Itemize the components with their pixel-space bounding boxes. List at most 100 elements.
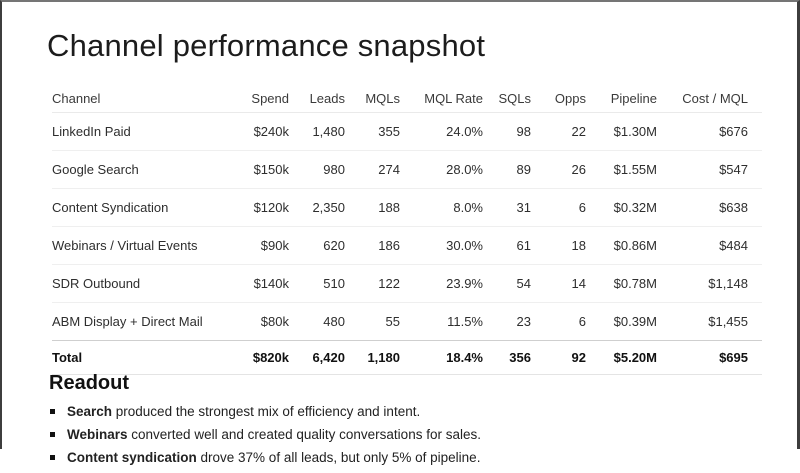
table-cell: $140k: [242, 264, 289, 303]
table-cell: 54: [483, 264, 531, 303]
column-header: Pipeline: [586, 84, 657, 113]
total-cell: Total: [52, 340, 242, 375]
column-header: Channel: [52, 84, 242, 113]
total-cell: 6,420: [289, 340, 345, 375]
column-header: MQL Rate: [400, 84, 483, 113]
table-cell: $0.32M: [586, 188, 657, 227]
bullet-square-icon: [50, 432, 55, 437]
table-cell: $484: [657, 226, 762, 265]
table-row: Google Search $150k 980 274 28.0% 89 26 $1.55M $…: [52, 150, 762, 189]
header-row: Channel Spend Leads MQLs MQL Rate SQLs Opps Pip…: [52, 84, 762, 113]
table-cell: 55: [345, 302, 400, 341]
table-cell: 24.0%: [400, 112, 483, 151]
table-header: Channel Spend Leads MQLs MQL Rate SQLs Opps Pip…: [52, 84, 762, 113]
table-cell: 186: [345, 226, 400, 265]
table-cell: Content Syndication: [52, 188, 242, 227]
table-footer: Total $820k 6,420 1,180 18.4% 356 92 $5.20M $695: [52, 340, 762, 375]
table-cell: 122: [345, 264, 400, 303]
readout-item: Webinars converted well and created qual…: [49, 427, 749, 443]
readout-heading: Readout: [49, 372, 129, 394]
table-cell: $150k: [242, 150, 289, 189]
table-row: SDR Outbound $140k 510 122 23.9% 54 14 $0.78M $1…: [52, 264, 762, 303]
readout-lead: Webinars: [67, 427, 128, 442]
table-row: LinkedIn Paid $240k 1,480 355 24.0% 98 22 $1.30…: [52, 112, 762, 151]
table-cell: 23: [483, 302, 531, 341]
readout-text: drove 37% of all leads, but only 5% of p…: [196, 450, 481, 465]
readout-list: Search produced the strongest mix of eff…: [49, 404, 749, 466]
column-header: Opps: [531, 84, 586, 113]
column-header: Spend: [242, 84, 289, 113]
table-cell: 6: [531, 188, 586, 227]
total-cell: 356: [483, 340, 531, 375]
column-header: SQLs: [483, 84, 531, 113]
total-cell: 18.4%: [400, 340, 483, 375]
table-cell: Google Search: [52, 150, 242, 189]
table-cell: 510: [289, 264, 345, 303]
table-cell: $547: [657, 150, 762, 189]
readout-text: produced the strongest mix of efficiency…: [112, 404, 421, 419]
table-cell: 14: [531, 264, 586, 303]
table-cell: 30.0%: [400, 226, 483, 265]
table-cell: 89: [483, 150, 531, 189]
table-cell: 274: [345, 150, 400, 189]
table-cell: SDR Outbound: [52, 264, 242, 303]
table-cell: $80k: [242, 302, 289, 341]
table-cell: Webinars / Virtual Events: [52, 226, 242, 265]
table-cell: $1,148: [657, 264, 762, 303]
readout-item: Search produced the strongest mix of eff…: [49, 404, 749, 420]
table-cell: ABM Display + Direct Mail: [52, 302, 242, 341]
table-cell: 188: [345, 188, 400, 227]
table-cell: $90k: [242, 226, 289, 265]
table-cell: 355: [345, 112, 400, 151]
table-row: ABM Display + Direct Mail $80k 480 55 11.5% 2…: [52, 302, 762, 341]
table-cell: 31: [483, 188, 531, 227]
readout-lead: Content syndication: [67, 450, 197, 465]
table-cell: $1,455: [657, 302, 762, 341]
column-header: MQLs: [345, 84, 400, 113]
total-cell: $5.20M: [586, 340, 657, 375]
table-cell: 28.0%: [400, 150, 483, 189]
total-cell: $820k: [242, 340, 289, 375]
readout-item: Content syndication drove 37% of all lea…: [49, 450, 749, 466]
table-cell: 18: [531, 226, 586, 265]
table-cell: 11.5%: [400, 302, 483, 341]
performance-table-container: Channel Spend Leads MQLs MQL Rate SQLs Opps Pip…: [52, 84, 762, 375]
table-cell: 620: [289, 226, 345, 265]
table-cell: $120k: [242, 188, 289, 227]
table-cell: 8.0%: [400, 188, 483, 227]
table-cell: $0.78M: [586, 264, 657, 303]
table-cell: $240k: [242, 112, 289, 151]
table-cell: LinkedIn Paid: [52, 112, 242, 151]
table-row: Content Syndication $120k 2,350 188 8.0% 31 6 $…: [52, 188, 762, 227]
total-cell: 1,180: [345, 340, 400, 375]
readout-lead: Search: [67, 404, 113, 419]
column-header: Leads: [289, 84, 345, 113]
bullet-square-icon: [50, 409, 55, 414]
table-body: LinkedIn Paid $240k 1,480 355 24.0% 98 22 $1.30…: [52, 112, 762, 341]
total-cell: $695: [657, 340, 762, 375]
total-row: Total $820k 6,420 1,180 18.4% 356 92 $5.20M $695: [52, 340, 762, 375]
table-cell: 980: [289, 150, 345, 189]
table-cell: 480: [289, 302, 345, 341]
table-row: Webinars / Virtual Events $90k 620 186 30.0%…: [52, 226, 762, 265]
table-cell: 6: [531, 302, 586, 341]
total-cell: 92: [531, 340, 586, 375]
table-cell: $676: [657, 112, 762, 151]
table-cell: $638: [657, 188, 762, 227]
table-cell: $1.55M: [586, 150, 657, 189]
readout-section: Readout Search produced the strongest mi…: [49, 372, 749, 473]
table-cell: 26: [531, 150, 586, 189]
column-header: Cost / MQL: [657, 84, 762, 113]
slide-title: Channel performance snapshot: [47, 28, 486, 63]
performance-table: Channel Spend Leads MQLs MQL Rate SQLs Opps Pip…: [52, 84, 762, 375]
table-cell: $1.30M: [586, 112, 657, 151]
table-cell: 61: [483, 226, 531, 265]
readout-text: converted well and created quality conve…: [127, 427, 481, 442]
table-cell: 2,350: [289, 188, 345, 227]
table-cell: 98: [483, 112, 531, 151]
table-cell: 1,480: [289, 112, 345, 151]
table-cell: 23.9%: [400, 264, 483, 303]
table-cell: $0.39M: [586, 302, 657, 341]
bullet-square-icon: [50, 455, 55, 460]
